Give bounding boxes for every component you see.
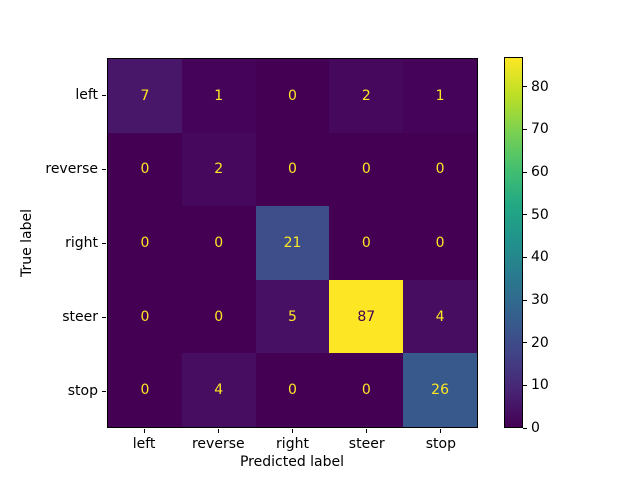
x-tick-label-right: right (276, 436, 309, 452)
cell-steer-left: 0 (108, 279, 182, 354)
cell-reverse-right: 0 (255, 132, 330, 207)
y-tick-label-left: left (75, 87, 98, 103)
cell-stop-left: 0 (108, 353, 182, 427)
colorbar-tick-mark (523, 214, 527, 216)
x-tick-label-reverse: reverse (191, 436, 245, 452)
cell-stop-right: 0 (255, 353, 330, 427)
y-tick-mark (102, 168, 106, 170)
cell-reverse-steer: 0 (329, 132, 404, 207)
cell-steer-stop: 4 (403, 279, 477, 354)
cell-left-left: 7 (108, 59, 182, 133)
y-tick-label-steer: steer (62, 309, 98, 325)
cell-stop-steer: 0 (329, 353, 404, 427)
x-tick-mark (440, 429, 442, 433)
cell-steer-steer: 87 (329, 279, 404, 354)
x-tick-label-stop: stop (425, 436, 457, 452)
cell-right-reverse: 0 (181, 206, 256, 280)
colorbar-tick-label-20: 20 (531, 334, 549, 351)
colorbar-tick-label-80: 80 (531, 78, 549, 95)
cell-steer-right: 5 (255, 279, 330, 354)
x-tick-mark (217, 429, 219, 433)
colorbar-tick-label-60: 60 (531, 164, 549, 181)
cell-reverse-stop: 0 (403, 132, 477, 207)
colorbar-tick-label-10: 10 (531, 377, 549, 394)
colorbar-tick-mark (523, 427, 527, 429)
cell-right-stop: 0 (403, 206, 477, 280)
cell-left-steer: 2 (329, 59, 404, 133)
x-tick-mark (143, 429, 145, 433)
cell-left-right: 0 (255, 59, 330, 133)
x-axis-label: Predicted label (239, 454, 345, 470)
cell-right-steer: 0 (329, 206, 404, 280)
colorbar-tick-mark (523, 342, 527, 344)
cell-right-right: 21 (255, 206, 330, 280)
cell-reverse-left: 0 (108, 132, 182, 207)
colorbar-tick-label-70: 70 (531, 121, 549, 138)
colorbar-tick-mark (523, 256, 527, 258)
colorbar-tick-mark (523, 128, 527, 130)
colorbar-tick-label-40: 40 (531, 249, 549, 266)
y-tick-label-right: right (65, 235, 98, 251)
y-tick-mark (102, 316, 106, 318)
colorbar-tick-mark (523, 86, 527, 88)
colorbar-tick-mark (523, 384, 527, 386)
colorbar-tick-mark (523, 299, 527, 301)
cell-right-left: 0 (108, 206, 182, 280)
cell-stop-reverse: 4 (181, 353, 256, 427)
x-tick-mark (366, 429, 368, 433)
colorbar-tick-mark (523, 171, 527, 173)
colorbar-gradient (504, 57, 523, 428)
y-tick-label-stop: stop (67, 383, 98, 399)
x-tick-label-steer: steer (348, 436, 385, 452)
y-tick-mark (102, 390, 106, 392)
colorbar-tick-label-50: 50 (531, 206, 549, 223)
cell-stop-stop: 26 (403, 353, 477, 427)
x-tick-label-left: left (132, 436, 156, 452)
y-tick-label-reverse: reverse (45, 161, 98, 177)
y-tick-mark (102, 242, 106, 244)
y-tick-mark (102, 94, 106, 96)
cell-steer-reverse: 0 (181, 279, 256, 354)
x-tick-mark (292, 429, 293, 433)
cell-left-reverse: 1 (181, 59, 256, 133)
cell-reverse-reverse: 2 (181, 132, 256, 207)
y-axis-label: True label (19, 208, 35, 278)
cell-left-stop: 1 (403, 59, 477, 133)
colorbar-tick-label-0: 0 (531, 420, 540, 436)
confusion-matrix-heatmap: 7 1 0 2 1 0 2 0 0 0 0 0 21 0 0 0 0 5 87 4 0 4 0 0 26 (107, 58, 478, 428)
colorbar-tick-label-30: 30 (531, 292, 549, 309)
